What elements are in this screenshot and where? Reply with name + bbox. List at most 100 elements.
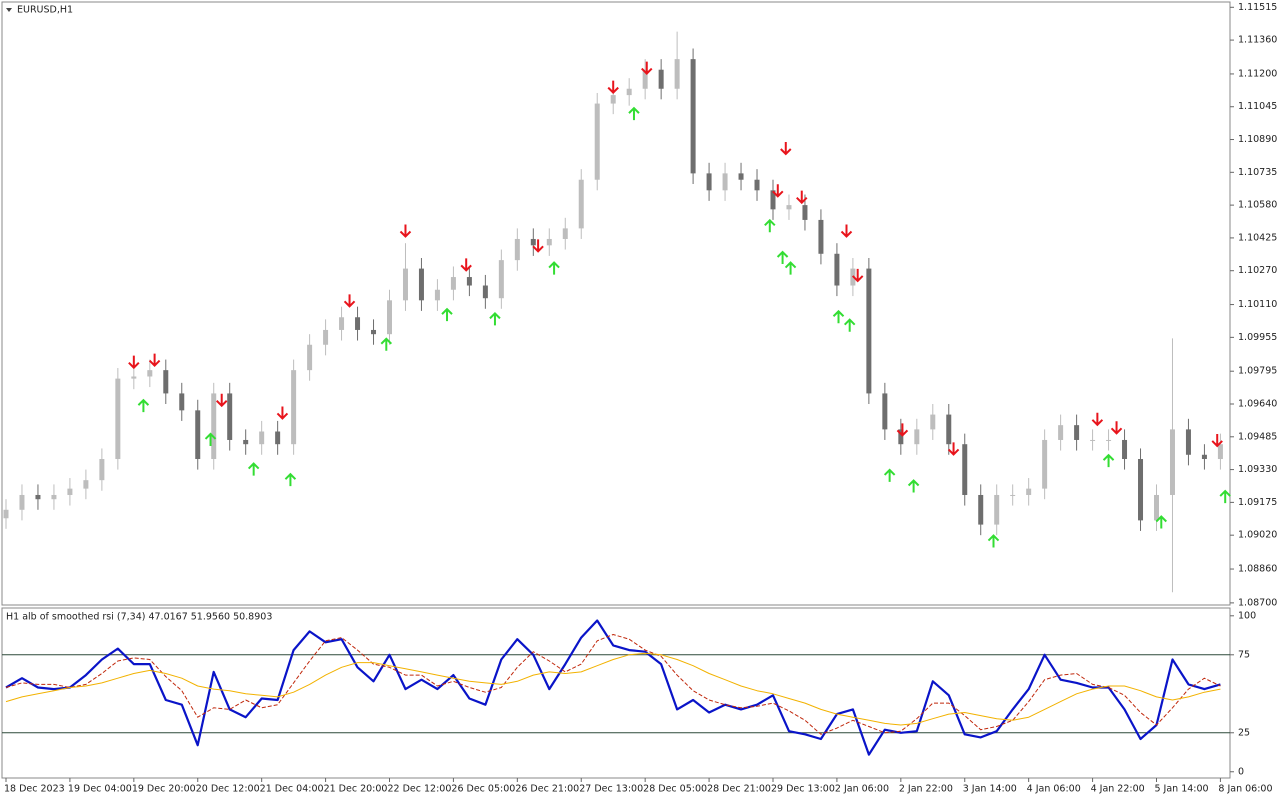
candle-body — [259, 431, 265, 445]
candle-body — [1058, 425, 1064, 440]
candle-body — [690, 59, 696, 174]
candle-body — [1090, 439, 1096, 441]
candle-body — [530, 238, 536, 246]
y-tick-label: 1.11515 — [1238, 2, 1277, 13]
candle-body — [722, 173, 728, 191]
candle-body — [546, 238, 552, 246]
candle-body — [450, 277, 456, 290]
candle-body — [434, 289, 440, 301]
y-tick-label: 1.09020 — [1238, 530, 1277, 541]
candle-body — [195, 410, 201, 460]
y-tick-label: 1.09795 — [1238, 366, 1277, 377]
x-tick-label: 28 Dec 05:00 — [643, 784, 707, 795]
candle-body — [227, 393, 233, 440]
candle-body — [355, 317, 361, 330]
signal-arrow — [380, 337, 393, 351]
signal-arrow — [128, 355, 140, 370]
indicator-line — [5, 619, 1221, 756]
candle-body — [962, 444, 968, 495]
candle-body — [291, 370, 297, 445]
signal-arrow — [148, 353, 161, 367]
candle-body — [131, 376, 137, 379]
candle-body — [35, 494, 41, 500]
y-tick-label: 1.09485 — [1238, 431, 1277, 442]
candle-body — [562, 228, 568, 239]
signal-arrow — [607, 80, 619, 95]
signal-arrow — [883, 468, 896, 482]
x-tick-label: 19 Dec 04:00 — [68, 784, 132, 795]
indicator-line — [5, 634, 1221, 735]
candle-body — [1217, 444, 1223, 460]
menu-icon[interactable] — [6, 8, 12, 12]
signal-arrow — [343, 294, 356, 308]
candle-body — [642, 69, 648, 89]
signal-arrow — [1110, 421, 1123, 435]
signal-arrow — [987, 534, 1000, 548]
candle-body — [323, 329, 329, 345]
candle-body — [51, 494, 57, 500]
candle-body — [994, 494, 1000, 525]
candle-body — [163, 370, 169, 394]
y-tick-label: 1.09330 — [1238, 464, 1277, 475]
signal-arrow — [532, 239, 544, 253]
signal-arrow — [628, 106, 640, 121]
candle-body — [99, 459, 105, 481]
signal-arrow — [907, 479, 920, 493]
main-frame — [1, 1, 1231, 606]
signal-arrow — [780, 141, 792, 156]
x-tick-label: 3 Jan 14:00 — [963, 784, 1017, 795]
candle-body — [674, 59, 680, 89]
candle-body — [802, 205, 808, 220]
signal-arrow — [276, 406, 289, 420]
x-tick-label: 2 Jan 22:00 — [899, 784, 953, 795]
candle-body — [466, 277, 472, 286]
y-tick-label: 1.10580 — [1238, 200, 1277, 211]
candle-body — [866, 268, 872, 394]
candle-body — [19, 494, 25, 510]
signal-arrow — [947, 442, 960, 456]
candle-body — [1106, 439, 1112, 441]
signal-arrow — [896, 423, 909, 437]
signal-arrow — [796, 190, 808, 205]
candle-body — [914, 429, 920, 445]
signal-arrow — [772, 184, 784, 198]
y-tick-label: 1.09640 — [1238, 399, 1277, 410]
candle-body — [754, 179, 760, 191]
signal-arrow — [284, 472, 297, 487]
candle-body — [706, 173, 712, 191]
candle-body — [1122, 439, 1128, 460]
candle-body — [3, 509, 9, 519]
candle-body — [83, 480, 89, 489]
candle-body — [626, 88, 632, 96]
signal-arrow — [840, 224, 853, 238]
candle-body — [498, 260, 504, 299]
signal-arrow — [1155, 515, 1167, 529]
signal-arrow — [784, 261, 797, 275]
y-tick-label: 1.08700 — [1238, 597, 1277, 608]
signal-arrow — [641, 61, 653, 76]
signal-arrow — [489, 311, 501, 326]
x-tick-label: 21 Dec 04:00 — [260, 784, 324, 795]
signal-arrow — [216, 393, 228, 408]
indicator-frame — [1, 607, 1231, 779]
signal-arrow — [441, 307, 453, 322]
candle-body — [882, 393, 888, 430]
candle-body — [946, 414, 952, 445]
x-tick-label: 4 Jan 22:00 — [1091, 784, 1145, 795]
candle-body — [818, 219, 824, 254]
y-tick-label: 1.11360 — [1238, 35, 1277, 46]
signal-arrow — [764, 218, 776, 233]
y-tick-label: 1.09955 — [1238, 332, 1277, 343]
candle-body — [115, 378, 121, 460]
signal-arrow — [843, 318, 856, 332]
signal-arrow — [1102, 453, 1115, 468]
candle-body — [243, 439, 249, 445]
x-tick-label: 20 Dec 12:00 — [196, 784, 260, 795]
candle-body — [147, 370, 153, 377]
chart-title: EURUSD,H1 — [17, 5, 73, 16]
signal-arrow — [1091, 412, 1104, 427]
y-tick-label: 75 — [1238, 649, 1250, 660]
candle-body — [1169, 429, 1175, 495]
candle-body — [179, 393, 185, 411]
